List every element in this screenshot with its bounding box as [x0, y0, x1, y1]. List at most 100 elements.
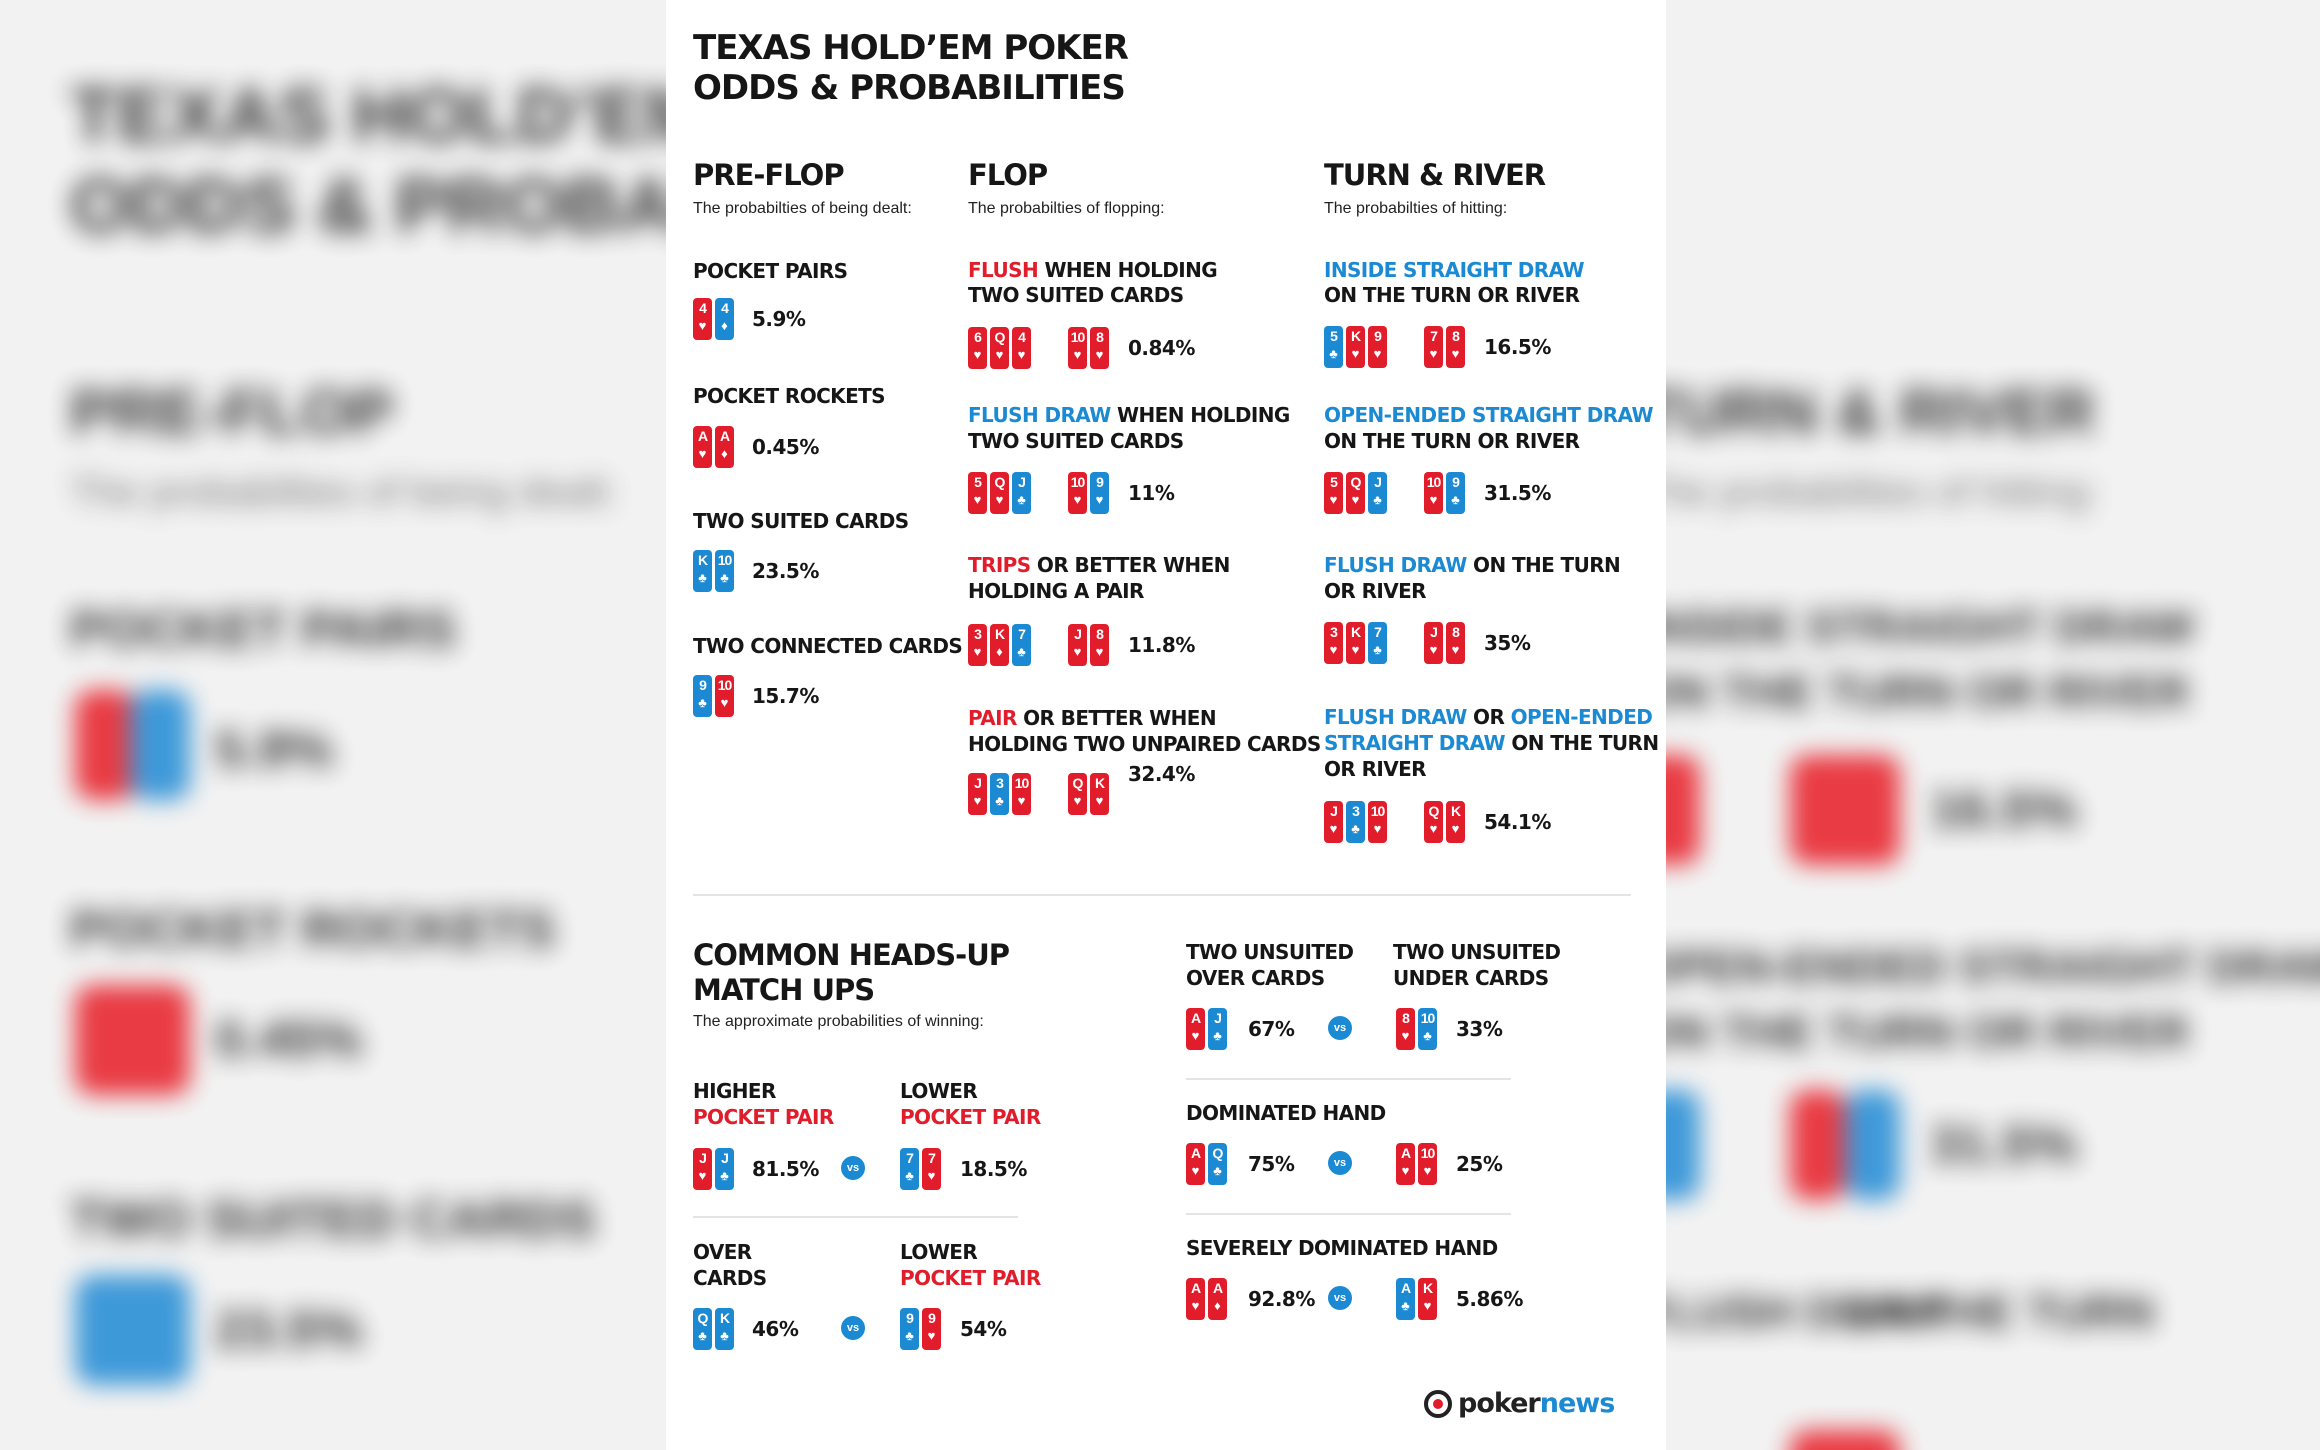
playing-card: 10 ♥ — [1012, 773, 1031, 815]
board-cards: 5 ♥ Q ♥ J ♣ — [968, 472, 1031, 514]
card-suit-icon: ♣ — [1373, 642, 1382, 657]
card-suit-icon: ♣ — [1351, 821, 1360, 836]
playing-card: 9 ♥ — [1368, 326, 1387, 368]
matchup-label-line2: OVER CARDS — [1186, 966, 1325, 990]
playing-card: J ♥ — [1068, 624, 1087, 666]
playing-card: 9 ♣ — [693, 675, 712, 717]
card-rank: 7 — [1374, 624, 1382, 640]
label-text: ON THE TURN — [1504, 731, 1659, 755]
card-suit-icon: ♣ — [1213, 1028, 1222, 1043]
card-suit-icon: ♥ — [1401, 1163, 1410, 1178]
board-cards: 5 ♣ K ♥ 9 ♥ — [1324, 326, 1387, 368]
hand-cards: 9 ♣ 10 ♥ — [693, 675, 734, 717]
probability-value: 54.1% — [1484, 810, 1551, 834]
card-suit-icon: ♣ — [1423, 1028, 1432, 1043]
label-text: WHEN HOLDING — [1110, 403, 1290, 427]
highlight-text: OPEN-ENDED STRAIGHT DRAW — [1324, 403, 1654, 427]
card-rank: A — [1400, 1280, 1411, 1296]
playing-card: 7 ♣ — [900, 1148, 919, 1190]
background-label-right-6: ON THE TURN — [1840, 1286, 2155, 1338]
card-suit-icon: ♥ — [1191, 1163, 1200, 1178]
label-text: OR BETTER WHEN — [1030, 553, 1230, 577]
background-label-3: TWO SUITED CARDS — [70, 1191, 596, 1249]
highlight-text: STRAIGHT DRAW — [1324, 731, 1506, 755]
matchup-label-highlight: POCKET PAIR — [900, 1266, 1041, 1290]
playing-card: 9 ♥ — [922, 1308, 941, 1350]
card-rank: Q — [1072, 775, 1084, 791]
card-suit-icon: ♣ — [720, 1168, 729, 1183]
playing-card: 3 ♥ — [1324, 622, 1343, 664]
card-suit-icon: ♣ — [698, 1328, 707, 1343]
playing-card: K ♥ — [1346, 326, 1365, 368]
label-text: OR BETTER WHEN — [1016, 706, 1216, 730]
highlight-text: OPEN-ENDED — [1510, 705, 1653, 729]
matchup-divider — [1186, 1213, 1511, 1215]
preflop-label: TWO CONNECTED CARDS — [693, 634, 963, 658]
card-suit-icon: ♥ — [1373, 821, 1382, 836]
background-pct-right: 16.5% — [1930, 781, 2078, 839]
card-rank: 10 — [1070, 329, 1086, 345]
card-suit-icon: ♥ — [1329, 821, 1338, 836]
card-rank: K — [1350, 328, 1361, 344]
highlight-text: PAIR — [968, 706, 1017, 730]
preflop-label: TWO SUITED CARDS — [693, 509, 909, 533]
playing-card: Q ♥ — [990, 472, 1009, 514]
flop-label-line2: TWO SUITED CARDS — [968, 283, 1184, 307]
card-rank: J — [1214, 1010, 1222, 1026]
card-suit-icon: ♥ — [1429, 642, 1438, 657]
matchup-title: DOMINATED HAND — [1186, 1101, 1386, 1125]
card-suit-icon: ♦ — [721, 318, 728, 333]
hand-cards: 10 ♥ 9 ♥ — [1068, 472, 1109, 514]
card-rank: J — [699, 1150, 707, 1166]
playing-card: 3 ♣ — [1346, 801, 1365, 843]
card-rank: 3 — [996, 775, 1004, 791]
hand-cards: 10 ♥ 8 ♥ — [1068, 327, 1109, 369]
card-suit-icon: ♥ — [1329, 492, 1338, 507]
flop-label: TRIPS OR BETTER WHEN — [968, 552, 1230, 578]
card-rank: 10 — [717, 677, 733, 693]
hand-cards: 10 ♥ 9 ♣ — [1424, 472, 1465, 514]
card-rank: 7 — [906, 1150, 914, 1166]
playing-card: A ♥ — [1396, 1143, 1415, 1185]
probability-value: 16.5% — [1484, 335, 1551, 359]
playing-card: K ♦ — [990, 624, 1009, 666]
playing-card: 8 ♥ — [1446, 622, 1465, 664]
card-rank: 5 — [1330, 328, 1338, 344]
card-suit-icon: ♥ — [973, 347, 982, 362]
playing-card: 7 ♥ — [922, 1148, 941, 1190]
card-rank: 10 — [1370, 803, 1386, 819]
playing-card: 5 ♥ — [968, 472, 987, 514]
background-label-right-3: OPEN-ENDED STRAIGHT DRAW — [1640, 941, 2320, 993]
probability-value: 11% — [1128, 481, 1175, 505]
probability-value: 32.4% — [1128, 762, 1195, 786]
playing-card: Q ♣ — [693, 1308, 712, 1350]
flop-label-line2: HOLDING A PAIR — [968, 579, 1144, 603]
playing-card: A ♣ — [1396, 1278, 1415, 1320]
card-suit-icon: ♥ — [698, 1168, 707, 1183]
probability-value: 35% — [1484, 631, 1531, 655]
card-rank: 9 — [906, 1310, 914, 1326]
highlight-text: FLUSH DRAW — [968, 403, 1111, 427]
card-suit-icon: ♥ — [1073, 644, 1082, 659]
probability-value: 5.9% — [752, 307, 806, 331]
card-suit-icon: ♥ — [1429, 821, 1438, 836]
matchup-label: TWO UNSUITED — [1393, 940, 1561, 964]
highlight-text: FLUSH DRAW — [1324, 705, 1467, 729]
board-cards: 6 ♥ Q ♥ 4 ♥ — [968, 327, 1031, 369]
hand-cards: 7 ♣ 7 ♥ — [900, 1148, 941, 1190]
background-heading: PRE-FLOP — [70, 376, 394, 448]
card-rank: A — [1212, 1280, 1223, 1296]
card-suit-icon: ♦ — [996, 644, 1003, 659]
flop-heading: FLOP — [968, 158, 1048, 192]
playing-card: 9 ♣ — [1446, 472, 1465, 514]
playing-card: 10 ♥ — [715, 675, 734, 717]
card-suit-icon: ♥ — [1095, 492, 1104, 507]
playing-card: K ♥ — [1090, 773, 1109, 815]
probability-value: 31.5% — [1484, 481, 1551, 505]
hand-cards: 8 ♥ 10 ♣ — [1396, 1008, 1437, 1050]
highlight-text: FLUSH — [968, 258, 1039, 282]
board-cards: 3 ♥ K ♦ 7 ♣ — [968, 624, 1031, 666]
playing-card: K ♣ — [693, 550, 712, 592]
card-rank: 7 — [1430, 328, 1438, 344]
hand-cards: 7 ♥ 8 ♥ — [1424, 326, 1465, 368]
